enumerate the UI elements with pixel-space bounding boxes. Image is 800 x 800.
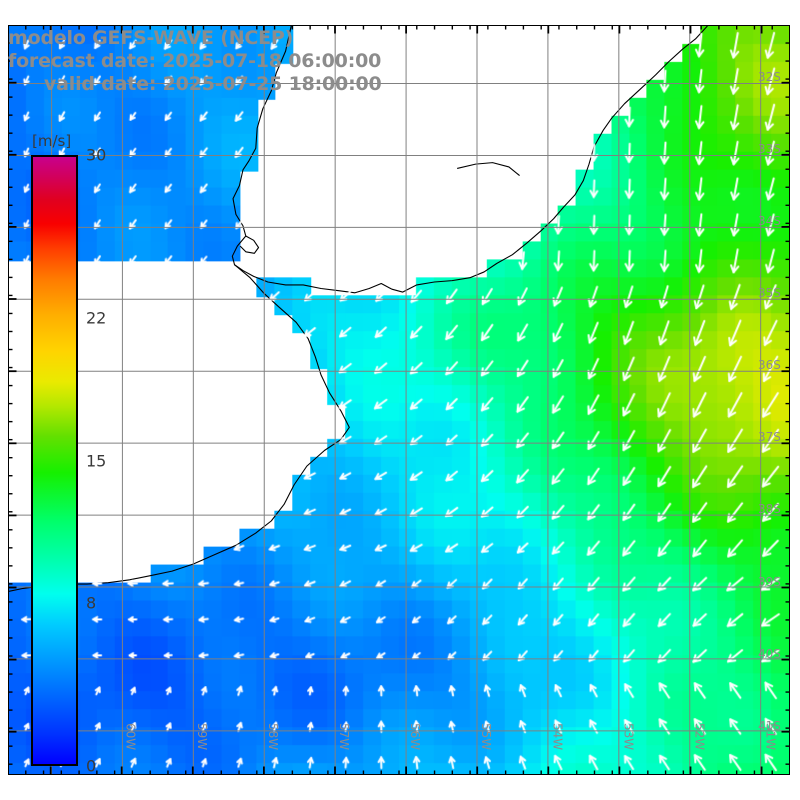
colorbar-gradient — [31, 155, 78, 766]
colorbar-units-label: [m/s] — [32, 132, 72, 150]
wind-vector-overlay — [9, 26, 789, 774]
colorbar-tick-label: 30 — [86, 145, 107, 165]
colorbar-tick-label: 22 — [86, 308, 107, 328]
colorbar-tick-label: 0 — [86, 756, 97, 776]
graticule-grid — [9, 26, 789, 774]
colorbar-tick-label: 15 — [86, 451, 107, 470]
axis-ticks-top — [8, 25, 790, 34]
axis-ticks-left — [8, 25, 17, 775]
axis-ticks-bottom — [8, 766, 790, 775]
map-plot-area[interactable] — [8, 25, 790, 775]
axis-ticks-right — [781, 25, 790, 775]
colorbar-tick-label: 8 — [86, 593, 97, 613]
